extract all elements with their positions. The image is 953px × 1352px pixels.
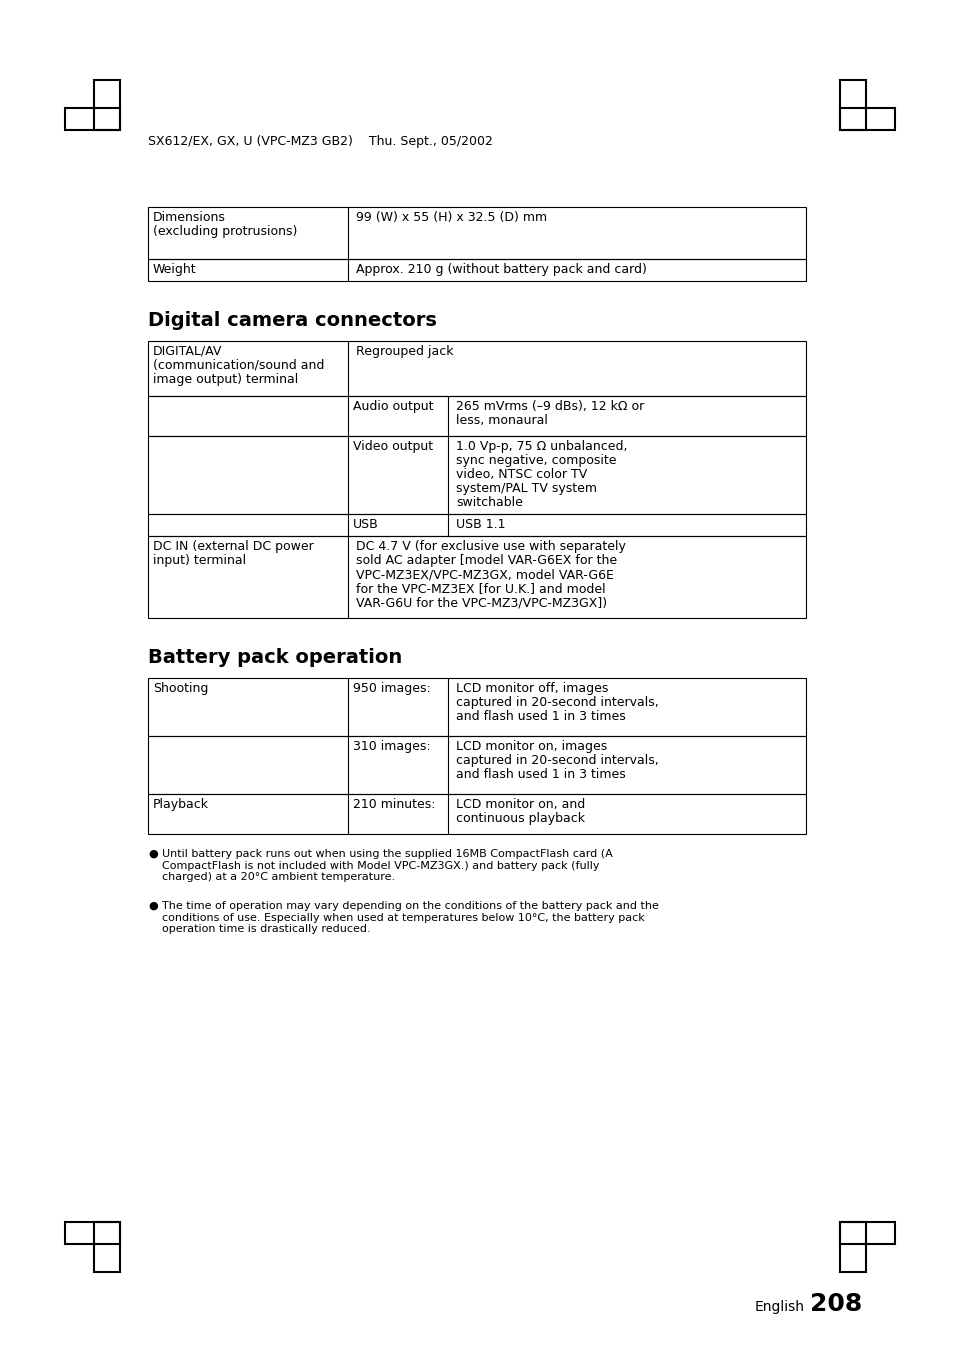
Text: system/PAL TV system: system/PAL TV system: [456, 483, 597, 495]
Text: sold AC adapter [model VAR-G6EX for the: sold AC adapter [model VAR-G6EX for the: [355, 554, 617, 566]
Text: switchable: switchable: [456, 496, 522, 508]
Text: English: English: [754, 1301, 804, 1314]
Text: (excluding protrusions): (excluding protrusions): [152, 224, 297, 238]
Text: Approx. 210 g (without battery pack and card): Approx. 210 g (without battery pack and …: [355, 264, 646, 276]
Bar: [840, 1222, 894, 1244]
Bar: [148, 207, 805, 260]
Text: video, NTSC color TV: video, NTSC color TV: [456, 468, 587, 481]
Text: USB 1.1: USB 1.1: [456, 518, 505, 531]
Text: 265 mVrms (–9 dBs), 12 kΩ or: 265 mVrms (–9 dBs), 12 kΩ or: [456, 400, 643, 412]
Bar: [148, 735, 805, 794]
Text: SX612/EX, GX, U (VPC-MZ3 GB2)    Thu. Sept., 05/2002: SX612/EX, GX, U (VPC-MZ3 GB2) Thu. Sept.…: [148, 135, 493, 147]
Bar: [148, 396, 805, 435]
Text: Shooting: Shooting: [152, 681, 208, 695]
Bar: [840, 80, 865, 130]
Text: Digital camera connectors: Digital camera connectors: [148, 311, 436, 330]
Text: DC 4.7 V (for exclusive use with separately: DC 4.7 V (for exclusive use with separat…: [355, 539, 625, 553]
Bar: [148, 260, 805, 281]
Text: Dimensions: Dimensions: [152, 211, 226, 224]
Bar: [148, 677, 805, 735]
Text: Playback: Playback: [152, 798, 209, 811]
Text: VAR-G6U for the VPC-MZ3/VPC-MZ3GX]): VAR-G6U for the VPC-MZ3/VPC-MZ3GX]): [355, 596, 606, 608]
Text: VPC-MZ3EX/VPC-MZ3GX, model VAR-G6E: VPC-MZ3EX/VPC-MZ3GX, model VAR-G6E: [355, 568, 613, 581]
Text: (communication/sound and: (communication/sound and: [152, 360, 324, 372]
Text: captured in 20-second intervals,: captured in 20-second intervals,: [456, 754, 659, 767]
Bar: [148, 535, 805, 618]
Text: LCD monitor on, and: LCD monitor on, and: [456, 798, 584, 811]
Text: captured in 20-second intervals,: captured in 20-second intervals,: [456, 696, 659, 708]
Bar: [148, 435, 805, 514]
Text: The time of operation may vary depending on the conditions of the battery pack a: The time of operation may vary depending…: [162, 900, 659, 934]
Text: DIGITAL/AV: DIGITAL/AV: [152, 345, 222, 358]
Text: 1.0 Vp-p, 75 Ω unbalanced,: 1.0 Vp-p, 75 Ω unbalanced,: [456, 439, 627, 453]
Text: Until battery pack runs out when using the supplied 16MB CompactFlash card (A
Co: Until battery pack runs out when using t…: [162, 849, 612, 883]
Bar: [148, 514, 805, 535]
Text: LCD monitor off, images: LCD monitor off, images: [456, 681, 608, 695]
Text: ●: ●: [148, 849, 157, 859]
Text: 210 minutes:: 210 minutes:: [353, 798, 435, 811]
Bar: [148, 341, 805, 396]
Bar: [840, 1222, 865, 1272]
Text: Video output: Video output: [353, 439, 433, 453]
Text: 950 images:: 950 images:: [353, 681, 431, 695]
Text: for the VPC-MZ3EX [for U.K.] and model: for the VPC-MZ3EX [for U.K.] and model: [355, 581, 605, 595]
Bar: [148, 794, 805, 834]
Text: 208: 208: [809, 1293, 862, 1315]
Bar: [65, 1222, 120, 1244]
Text: ●: ●: [148, 900, 157, 911]
Text: Battery pack operation: Battery pack operation: [148, 648, 402, 667]
Text: 310 images:: 310 images:: [353, 740, 430, 753]
Text: Regrouped jack: Regrouped jack: [355, 345, 453, 358]
Text: 99 (W) x 55 (H) x 32.5 (D) mm: 99 (W) x 55 (H) x 32.5 (D) mm: [355, 211, 547, 224]
Bar: [65, 108, 120, 130]
Text: image output) terminal: image output) terminal: [152, 373, 298, 387]
Bar: [94, 1222, 120, 1272]
Text: DC IN (external DC power: DC IN (external DC power: [152, 539, 314, 553]
Text: Audio output: Audio output: [353, 400, 433, 412]
Text: USB: USB: [353, 518, 378, 531]
Text: and flash used 1 in 3 times: and flash used 1 in 3 times: [456, 710, 625, 723]
Bar: [840, 108, 894, 130]
Text: LCD monitor on, images: LCD monitor on, images: [456, 740, 607, 753]
Text: less, monaural: less, monaural: [456, 414, 547, 427]
Text: input) terminal: input) terminal: [152, 554, 246, 566]
Text: sync negative, composite: sync negative, composite: [456, 454, 616, 466]
Text: continuous playback: continuous playback: [456, 813, 584, 825]
Bar: [94, 80, 120, 130]
Text: Weight: Weight: [152, 264, 196, 276]
Text: and flash used 1 in 3 times: and flash used 1 in 3 times: [456, 768, 625, 781]
